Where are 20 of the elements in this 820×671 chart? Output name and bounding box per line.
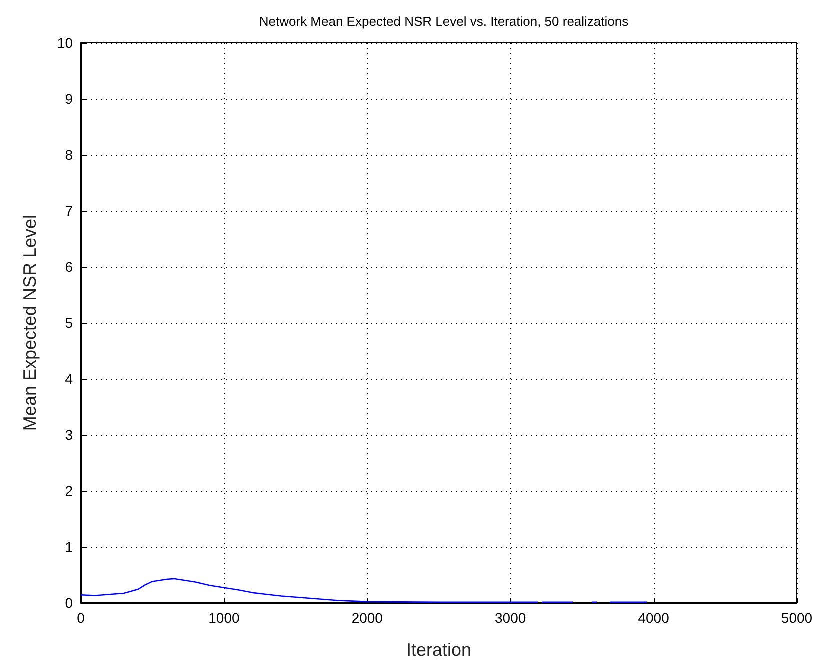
x-tick-label: 2000 [352, 610, 384, 626]
y-tick-label: 6 [65, 259, 74, 275]
chart-title: Network Mean Expected NSR Level vs. Iteration, 50 realizations [259, 14, 630, 29]
x-tick-label: 0 [77, 610, 86, 626]
y-tick-label: 7 [65, 203, 74, 219]
x-tick-label: 5000 [781, 610, 813, 626]
y-axis-title: Mean Expected NSR Level [20, 214, 40, 432]
y-tick-label: 1 [65, 539, 74, 555]
y-tick-label: 5 [65, 315, 74, 331]
y-tick-label: 0 [65, 595, 74, 611]
x-tick-label: 4000 [638, 610, 670, 626]
y-tick-label: 9 [65, 91, 74, 107]
y-tick-label: 4 [65, 371, 74, 387]
x-axis-title: Iteration [406, 640, 472, 660]
y-tick-label: 8 [65, 147, 74, 163]
x-tick-label: 3000 [495, 610, 526, 626]
y-tick-label: 2 [65, 483, 74, 499]
y-tick-label: 10 [57, 35, 74, 51]
y-tick-label: 3 [65, 427, 74, 443]
x-tick-label: 1000 [208, 610, 240, 626]
